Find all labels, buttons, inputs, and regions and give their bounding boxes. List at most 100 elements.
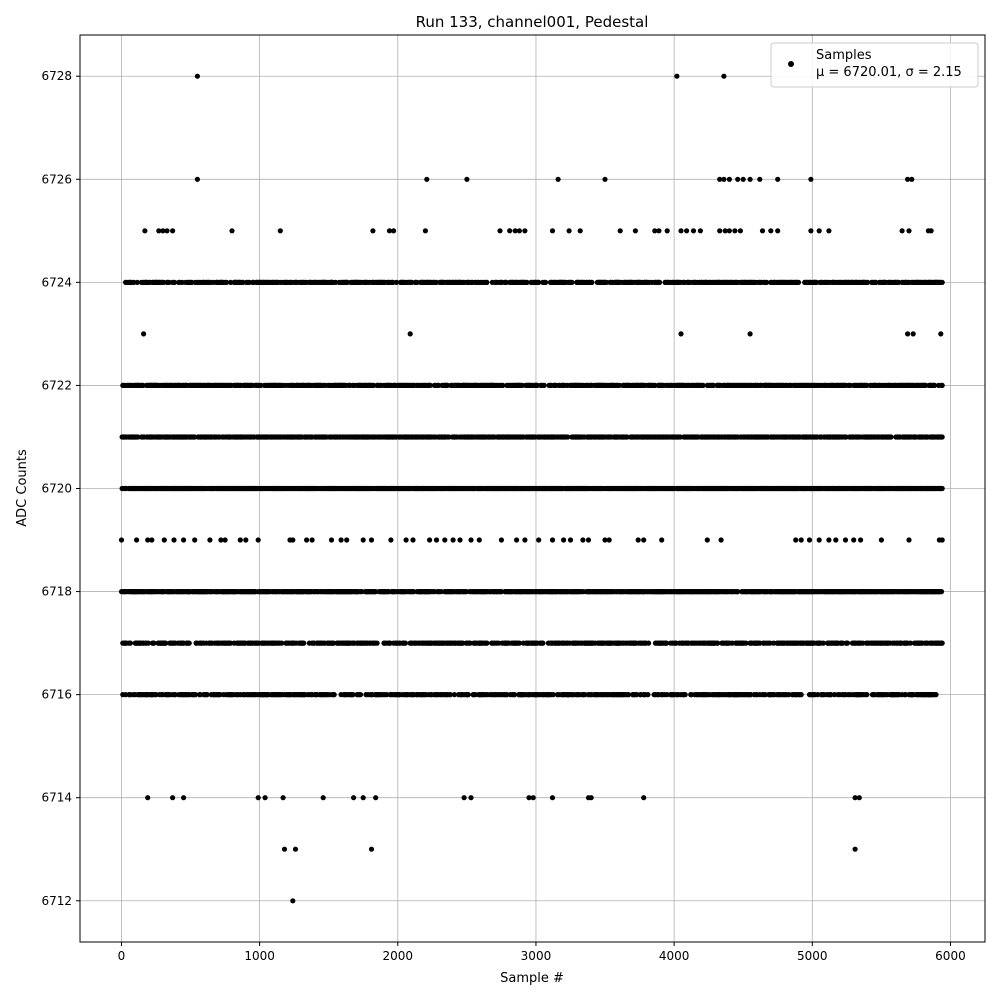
data-point <box>833 537 839 543</box>
data-point <box>522 537 528 543</box>
data-point <box>524 279 530 285</box>
data-point <box>530 795 536 801</box>
data-point <box>141 331 147 337</box>
data-point <box>393 279 399 285</box>
data-point <box>170 795 176 801</box>
data-point <box>768 228 774 234</box>
data-point <box>775 176 781 182</box>
data-point <box>939 382 945 388</box>
data-point <box>290 898 296 904</box>
data-point <box>795 279 802 285</box>
data-point <box>740 176 746 182</box>
data-point <box>938 331 944 337</box>
data-point <box>536 537 542 543</box>
data-point <box>704 537 710 543</box>
data-point <box>237 537 243 543</box>
data-point <box>450 537 456 543</box>
data-point <box>218 537 224 543</box>
data-point <box>697 228 704 234</box>
data-point <box>433 537 440 543</box>
data-point <box>606 537 612 543</box>
data-point <box>207 537 213 543</box>
data-point <box>192 537 198 543</box>
data-point <box>368 537 375 543</box>
data-point <box>826 228 832 234</box>
data-point <box>561 537 567 543</box>
data-point <box>851 537 857 543</box>
data-point <box>229 228 235 234</box>
data-point <box>589 279 595 285</box>
data-point <box>635 537 641 543</box>
data-point <box>602 176 608 182</box>
data-point <box>826 537 832 543</box>
data-point <box>149 537 155 543</box>
data-point <box>674 73 680 79</box>
data-point <box>464 176 470 182</box>
data-point <box>858 537 864 543</box>
data-point <box>145 795 151 801</box>
data-point <box>543 279 549 285</box>
data-point <box>555 176 561 182</box>
data-point <box>281 846 288 852</box>
data-point <box>360 795 366 801</box>
data-point <box>905 176 911 182</box>
data-point <box>507 228 513 234</box>
data-point <box>909 176 915 182</box>
data-point <box>602 537 608 543</box>
data-point <box>222 537 228 543</box>
data-point <box>641 537 647 543</box>
data-point <box>498 537 504 543</box>
data-point <box>134 279 140 285</box>
data-point <box>747 176 753 182</box>
data-point <box>721 176 727 182</box>
data-point <box>939 485 945 492</box>
data-point <box>938 589 945 595</box>
data-point <box>700 382 706 388</box>
data-point <box>442 537 448 543</box>
data-point <box>798 537 804 543</box>
data-point <box>457 537 463 543</box>
data-point <box>549 795 556 801</box>
data-point <box>351 795 357 801</box>
data-point <box>461 795 467 801</box>
data-point <box>338 537 344 543</box>
data-point <box>588 795 594 801</box>
data-point <box>320 795 326 801</box>
data-point <box>360 537 366 543</box>
data-point <box>549 537 556 543</box>
data-point <box>145 537 151 543</box>
data-point <box>391 228 397 234</box>
data-point <box>646 640 652 646</box>
data-point <box>721 73 727 79</box>
data-point <box>717 176 723 182</box>
data-point <box>386 228 393 234</box>
data-point <box>632 228 639 234</box>
data-point <box>255 537 261 543</box>
data-point <box>194 176 200 182</box>
data-point <box>497 228 503 234</box>
data-point <box>678 331 684 337</box>
data-point <box>865 279 871 285</box>
data-point <box>402 640 408 646</box>
data-point <box>540 640 546 646</box>
data-point <box>410 537 416 543</box>
data-point <box>262 795 268 801</box>
data-point <box>910 331 916 337</box>
data-point <box>223 279 230 285</box>
data-point <box>164 228 170 234</box>
data-point <box>301 640 307 646</box>
data-point <box>170 228 176 234</box>
data-point <box>186 640 192 646</box>
data-point <box>370 228 376 234</box>
data-point <box>549 228 556 234</box>
data-point <box>127 640 133 646</box>
data-point <box>468 537 474 543</box>
data-point <box>536 279 542 285</box>
data-point <box>567 537 574 543</box>
data-point <box>422 228 428 234</box>
data-point <box>290 537 296 543</box>
data-point <box>932 382 938 388</box>
data-point <box>181 795 187 801</box>
